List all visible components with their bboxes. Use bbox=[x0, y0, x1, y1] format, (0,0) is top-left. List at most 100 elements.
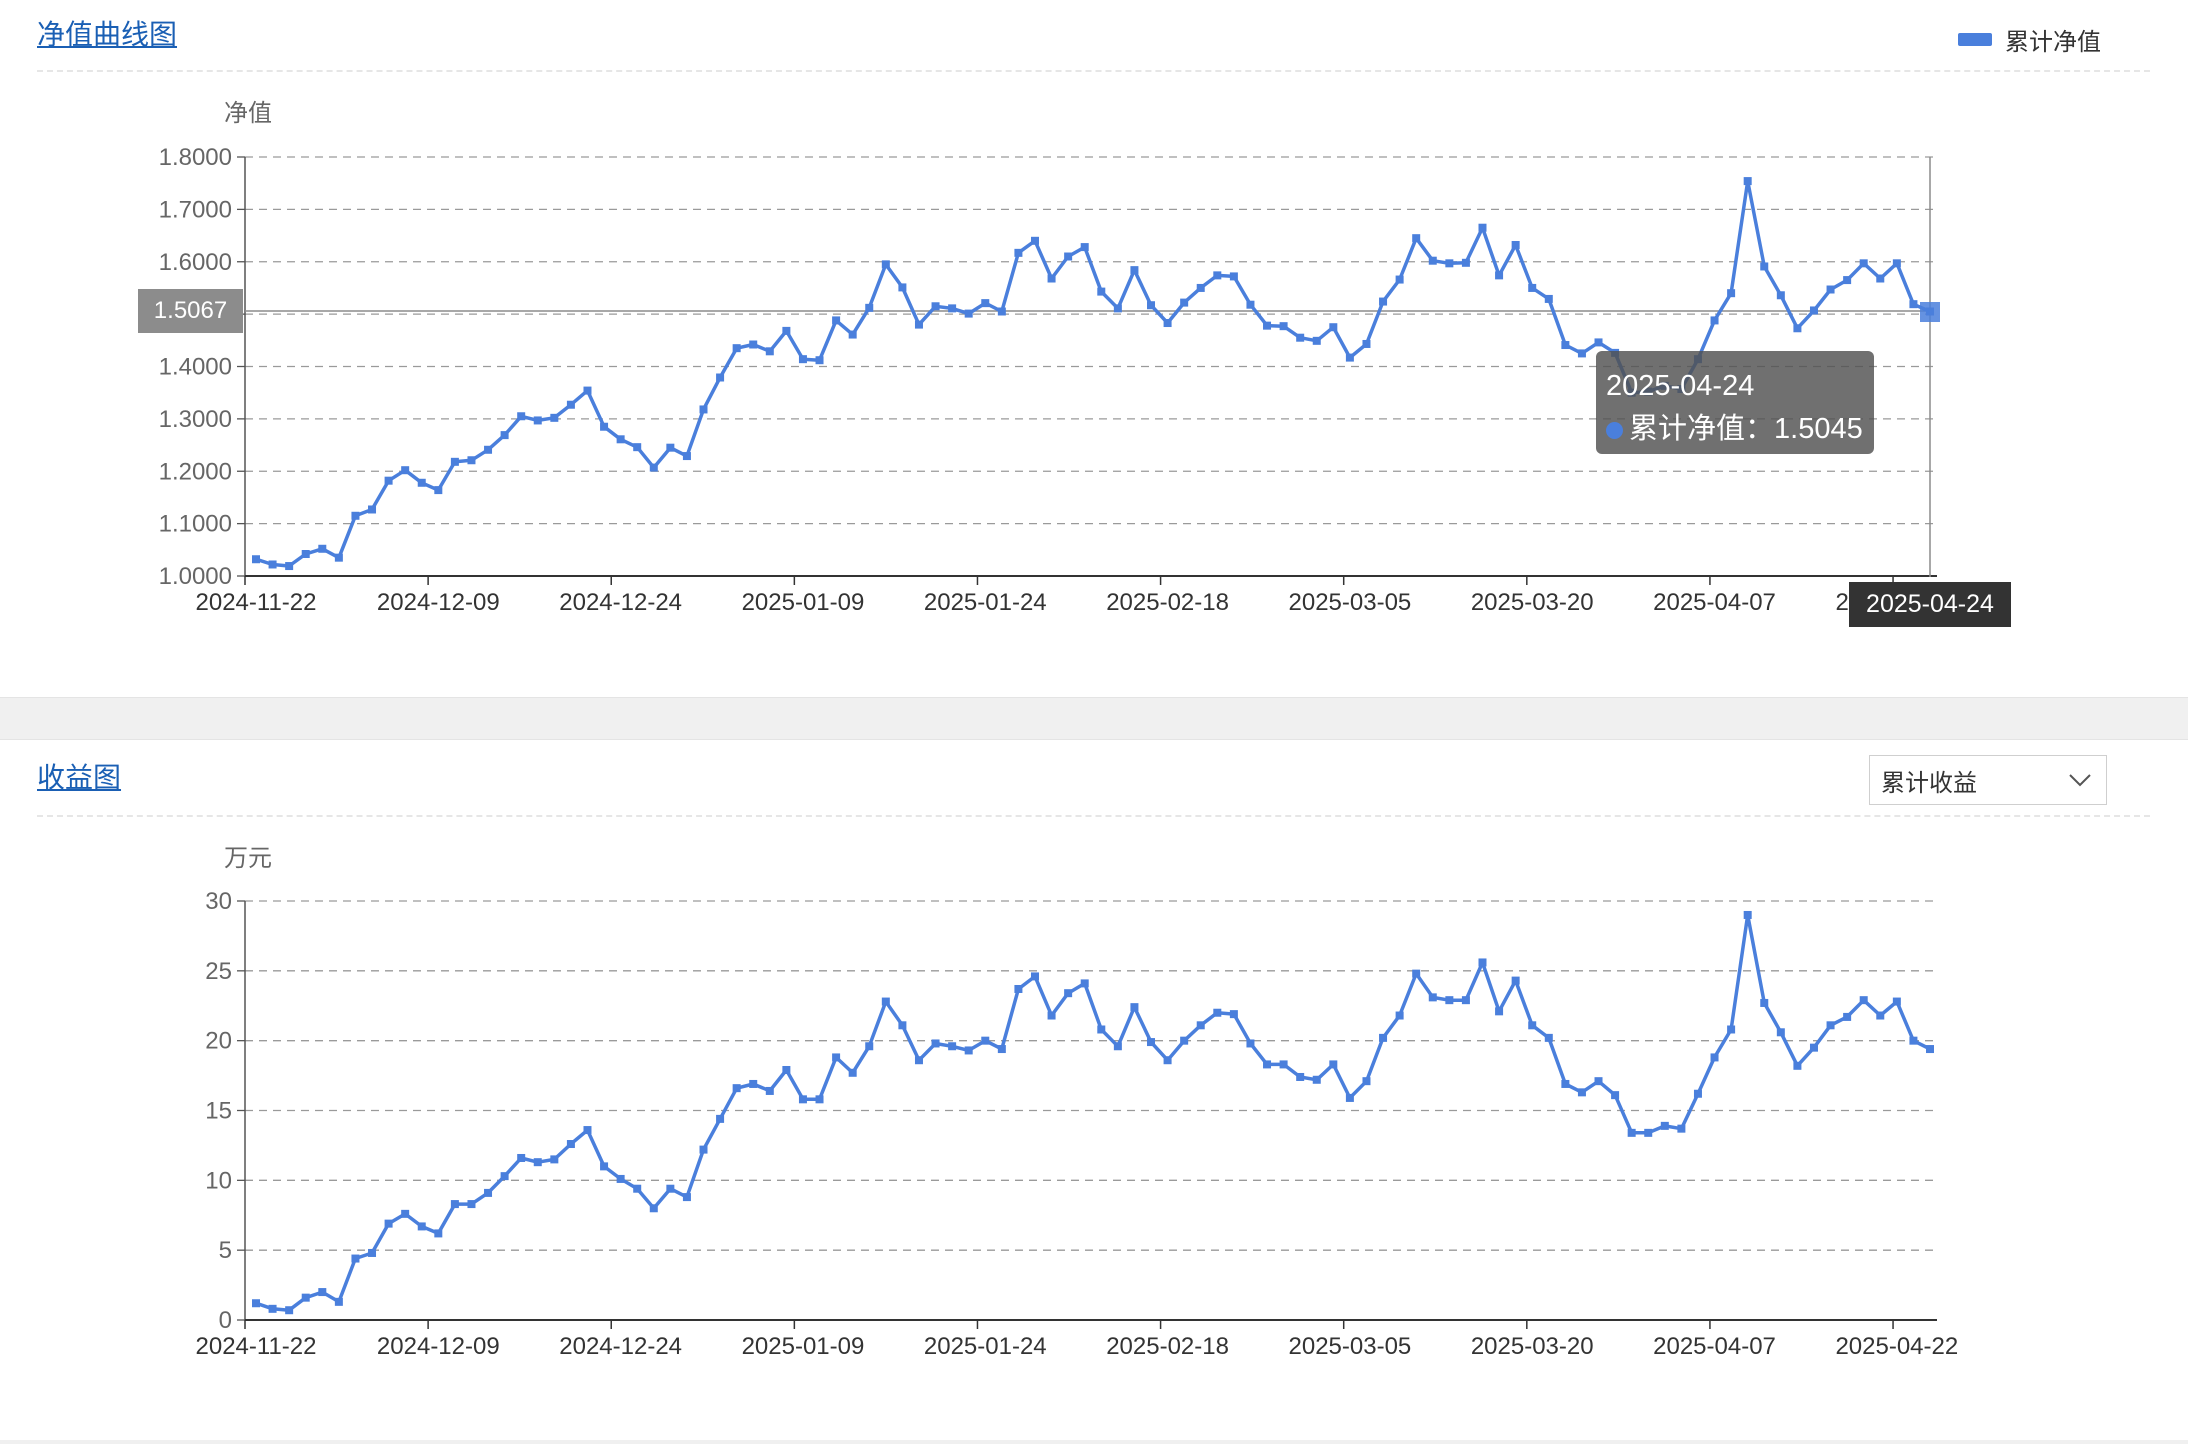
nav-line-chart[interactable]: 净值 1.80001.70001.60001.50001.40001.30001… bbox=[0, 0, 2188, 697]
income-data-point[interactable] bbox=[649, 1204, 658, 1213]
nav-data-point[interactable] bbox=[1097, 287, 1106, 296]
nav-data-point[interactable] bbox=[881, 260, 890, 269]
income-data-point[interactable] bbox=[1826, 1021, 1835, 1030]
nav-data-point[interactable] bbox=[1826, 285, 1835, 294]
nav-data-point[interactable] bbox=[815, 356, 824, 365]
income-data-point[interactable] bbox=[1611, 1091, 1620, 1100]
income-data-point[interactable] bbox=[1329, 1060, 1338, 1069]
nav-data-point[interactable] bbox=[666, 443, 675, 452]
nav-data-point[interactable] bbox=[997, 307, 1006, 316]
nav-data-point[interactable] bbox=[1395, 275, 1404, 284]
income-data-point[interactable] bbox=[600, 1162, 609, 1171]
income-data-point[interactable] bbox=[1561, 1079, 1570, 1088]
nav-data-point[interactable] bbox=[1760, 262, 1769, 271]
nav-data-point[interactable] bbox=[898, 283, 907, 292]
nav-data-point[interactable] bbox=[1296, 333, 1305, 342]
nav-data-point[interactable] bbox=[1196, 283, 1205, 292]
nav-data-point[interactable] bbox=[914, 320, 923, 329]
nav-data-point[interactable] bbox=[1809, 306, 1818, 315]
nav-data-point[interactable] bbox=[484, 445, 493, 454]
income-data-point[interactable] bbox=[1113, 1042, 1122, 1051]
nav-data-point[interactable] bbox=[566, 400, 575, 409]
income-data-point[interactable] bbox=[1776, 1028, 1785, 1037]
income-data-point[interactable] bbox=[334, 1297, 343, 1306]
nav-data-point[interactable] bbox=[616, 435, 625, 444]
income-data-point[interactable] bbox=[1644, 1128, 1653, 1137]
nav-data-point[interactable] bbox=[1329, 323, 1338, 332]
nav-data-point[interactable] bbox=[533, 416, 542, 425]
nav-data-point[interactable] bbox=[1229, 272, 1238, 281]
nav-data-point[interactable] bbox=[749, 340, 758, 349]
nav-data-point[interactable] bbox=[1727, 289, 1736, 298]
nav-data-point[interactable] bbox=[1461, 258, 1470, 267]
nav-data-point[interactable] bbox=[1743, 177, 1752, 186]
nav-data-point[interactable] bbox=[782, 326, 791, 335]
income-data-point[interactable] bbox=[1743, 910, 1752, 919]
income-chart-title[interactable]: 收益图 bbox=[37, 762, 122, 793]
income-data-point[interactable] bbox=[450, 1200, 459, 1209]
income-data-point[interactable] bbox=[1594, 1077, 1603, 1086]
income-data-point[interactable] bbox=[1461, 996, 1470, 1005]
nav-data-point[interactable] bbox=[318, 544, 327, 553]
nav-data-point[interactable] bbox=[948, 304, 957, 313]
nav-data-point[interactable] bbox=[765, 347, 774, 356]
income-data-point[interactable] bbox=[1279, 1060, 1288, 1069]
nav-data-point[interactable] bbox=[1014, 248, 1023, 257]
income-data-point[interactable] bbox=[964, 1046, 973, 1055]
nav-data-point[interactable] bbox=[1843, 276, 1852, 285]
income-data-point[interactable] bbox=[484, 1188, 493, 1197]
nav-data-point[interactable] bbox=[1030, 236, 1039, 245]
nav-data-point[interactable] bbox=[252, 555, 260, 564]
income-data-point[interactable] bbox=[1544, 1033, 1553, 1042]
income-data-point[interactable] bbox=[1229, 1010, 1238, 1019]
income-data-point[interactable] bbox=[1909, 1036, 1918, 1045]
nav-data-point[interactable] bbox=[368, 505, 377, 514]
nav-legend[interactable]: 累计净值 bbox=[1958, 22, 2101, 57]
nav-data-point[interactable] bbox=[1080, 243, 1089, 252]
income-data-point[interactable] bbox=[1528, 1021, 1537, 1030]
income-line-chart[interactable]: 万元 30 25 20 15 10 5 0 2024-11-22 2024-12-09 2024… bbox=[0, 740, 2188, 1444]
income-data-point[interactable] bbox=[749, 1079, 758, 1088]
nav-data-point[interactable] bbox=[1213, 271, 1222, 280]
income-data-point[interactable] bbox=[1793, 1061, 1802, 1070]
income-data-point[interactable] bbox=[1727, 1025, 1736, 1034]
nav-data-point[interactable] bbox=[1246, 300, 1255, 309]
income-data-point[interactable] bbox=[500, 1172, 509, 1181]
income-data-point[interactable] bbox=[1876, 1011, 1885, 1020]
nav-data-point[interactable] bbox=[1263, 321, 1272, 330]
income-data-point[interactable] bbox=[467, 1200, 476, 1209]
income-data-point[interactable] bbox=[865, 1042, 874, 1051]
nav-data-point[interactable] bbox=[649, 463, 658, 472]
income-data-point[interactable] bbox=[1312, 1075, 1321, 1084]
income-data-point[interactable] bbox=[1213, 1008, 1222, 1017]
income-data-point[interactable] bbox=[351, 1254, 360, 1263]
income-data-point[interactable] bbox=[1843, 1012, 1852, 1021]
income-data-point[interactable] bbox=[533, 1158, 542, 1167]
nav-data-point[interactable] bbox=[334, 553, 343, 562]
income-data-point[interactable] bbox=[517, 1153, 526, 1162]
income-data-point[interactable] bbox=[1412, 969, 1421, 978]
nav-data-point[interactable] bbox=[268, 560, 277, 569]
income-data-point[interactable] bbox=[815, 1095, 824, 1104]
income-data-point[interactable] bbox=[699, 1145, 708, 1154]
income-data-point[interactable] bbox=[616, 1174, 625, 1183]
nav-data-point[interactable] bbox=[417, 478, 426, 487]
income-data-point[interactable] bbox=[285, 1306, 294, 1315]
income-data-point[interactable] bbox=[1163, 1056, 1172, 1065]
income-data-point[interactable] bbox=[1660, 1121, 1669, 1130]
nav-data-point[interactable] bbox=[517, 412, 526, 421]
income-data-point[interactable] bbox=[981, 1036, 990, 1045]
income-data-point[interactable] bbox=[1379, 1033, 1388, 1042]
income-data-point[interactable] bbox=[782, 1065, 791, 1074]
nav-data-point[interactable] bbox=[1577, 349, 1586, 358]
nav-data-point[interactable] bbox=[1345, 353, 1354, 362]
nav-data-point[interactable] bbox=[931, 302, 940, 311]
nav-data-point[interactable] bbox=[633, 443, 642, 452]
nav-data-point[interactable] bbox=[682, 452, 691, 461]
nav-data-point[interactable] bbox=[1147, 301, 1156, 310]
income-data-point[interactable] bbox=[1859, 996, 1868, 1005]
nav-data-point[interactable] bbox=[1909, 300, 1918, 309]
income-data-point[interactable] bbox=[1180, 1036, 1189, 1045]
nav-data-point[interactable] bbox=[1495, 271, 1504, 280]
nav-data-point[interactable] bbox=[981, 299, 990, 308]
